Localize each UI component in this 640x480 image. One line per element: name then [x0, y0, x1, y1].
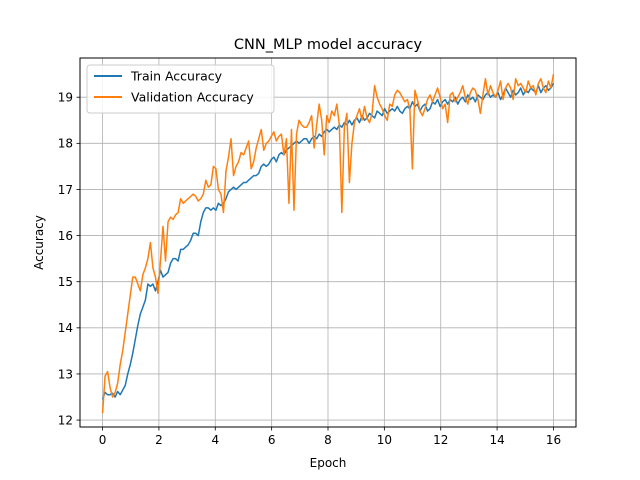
y-tick-label: 15 — [58, 275, 73, 289]
legend-label-validation: Validation Accuracy — [131, 90, 254, 105]
legend-label-train: Train Accuracy — [130, 69, 223, 84]
x-tick-label: 16 — [546, 433, 561, 447]
y-tick-label: 17 — [58, 183, 73, 197]
x-tick-label: 10 — [377, 433, 392, 447]
y-tick-label: 14 — [58, 321, 73, 335]
series-lines — [101, 74, 555, 414]
legend-box — [86, 64, 275, 114]
series-line-validation — [101, 74, 555, 414]
y-tick-label: 19 — [58, 91, 73, 105]
grid-lines — [80, 58, 576, 427]
y-tick-label: 12 — [58, 413, 73, 427]
x-tick-label: 12 — [433, 433, 448, 447]
y-tick-label: 16 — [58, 229, 73, 243]
x-tick-label: 6 — [268, 433, 276, 447]
y-tick-label: 13 — [58, 367, 73, 381]
series-line-train — [101, 83, 555, 400]
chart-title: CNN_MLP model accuracy — [234, 37, 423, 53]
y-axis-label: Accuracy — [32, 215, 46, 270]
x-tick-label: 4 — [211, 433, 219, 447]
x-tick-label: 2 — [155, 433, 163, 447]
x-tick-label: 0 — [99, 433, 107, 447]
x-tick-label: 14 — [489, 433, 504, 447]
y-tick-label: 18 — [58, 137, 73, 151]
legend: Train Accuracy Validation Accuracy — [86, 64, 275, 114]
x-tick-label: 8 — [324, 433, 332, 447]
x-axis-label: Epoch — [310, 456, 347, 470]
axis-ticks: 0 2 4 6 8 10 12 14 16 12 13 14 15 16 17 18 19 — [58, 91, 561, 447]
